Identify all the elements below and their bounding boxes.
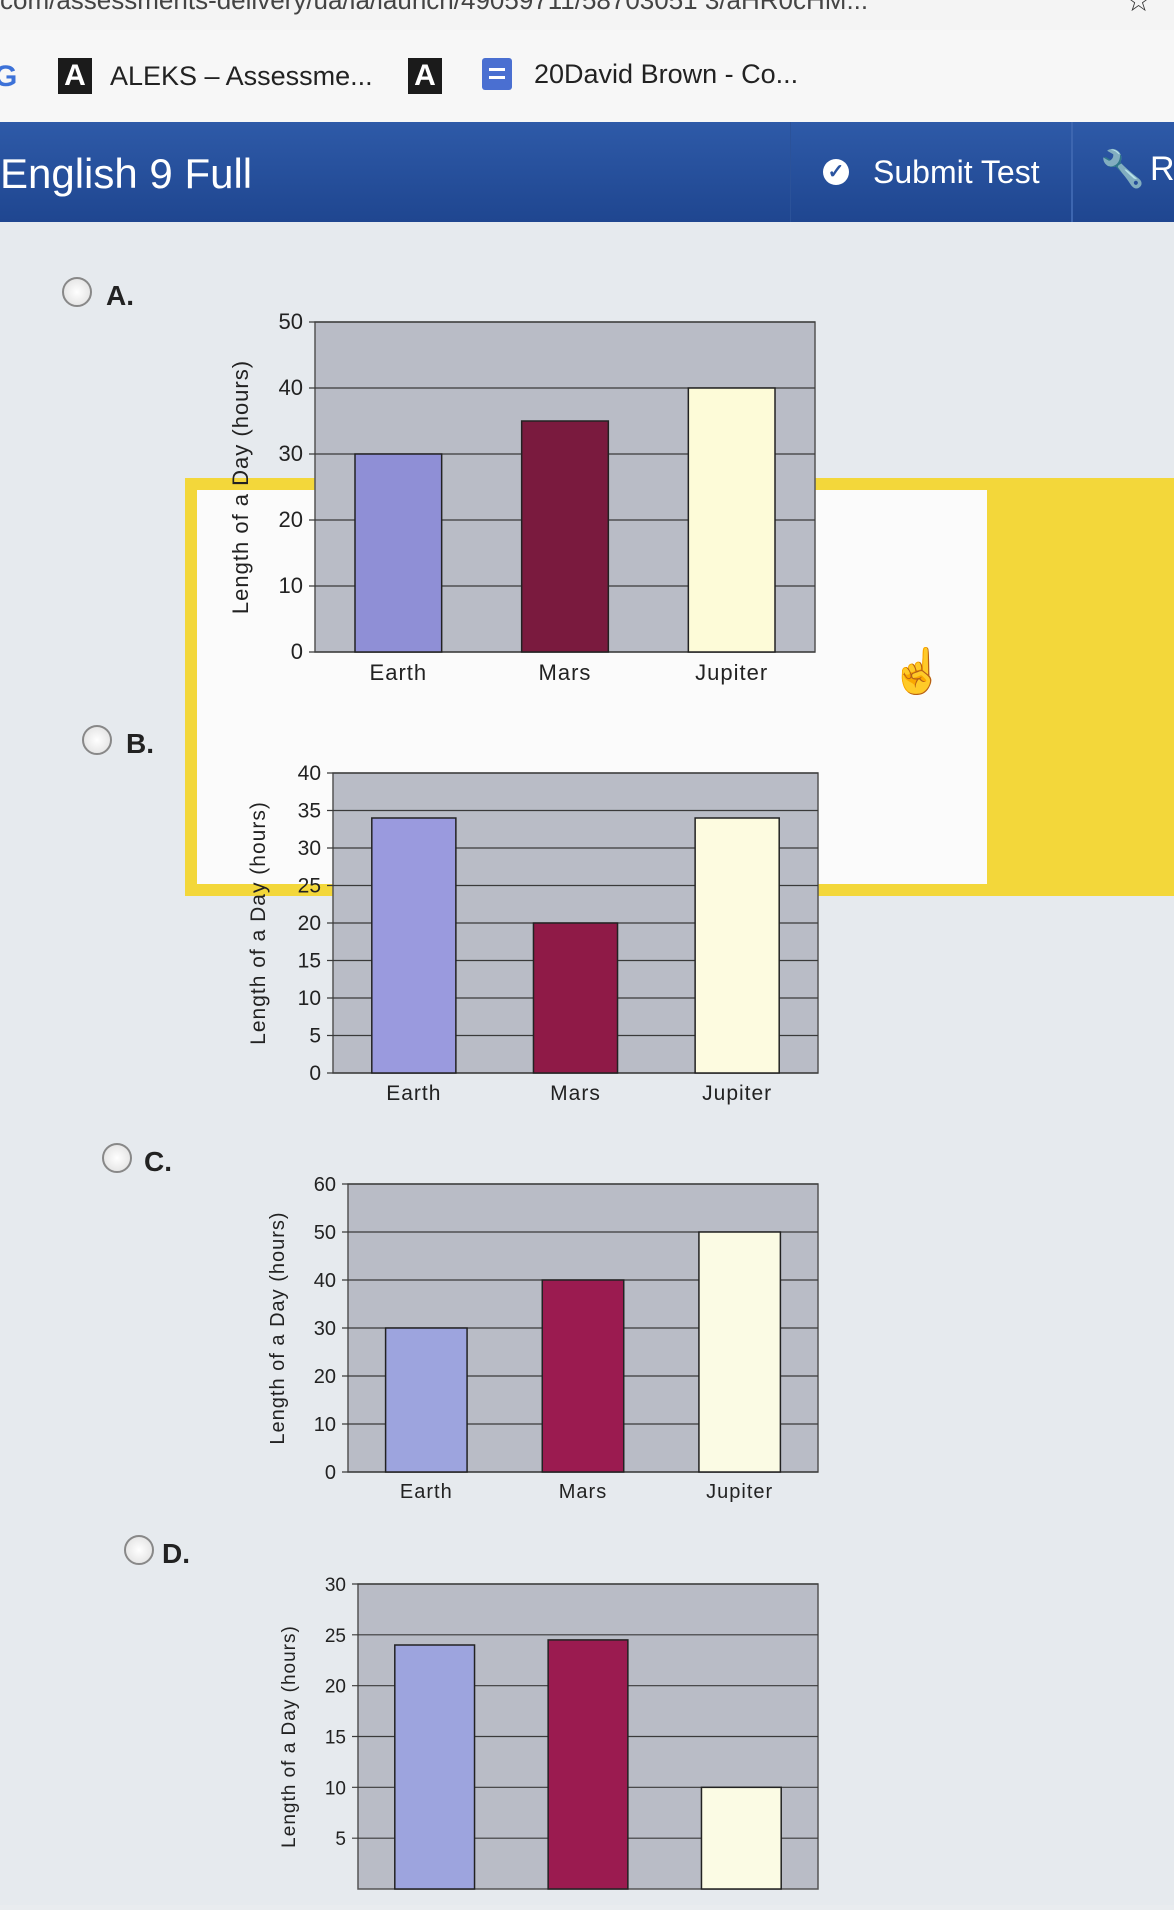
y-tick-label: 20 [325,1677,346,1698]
bar-mars [532,922,619,1074]
wrench-icon[interactable]: 🔧 [1100,148,1145,189]
submit-test-label: Submit Test [873,153,1040,190]
google-icon[interactable]: G [0,60,18,93]
check-circle-icon: ✓ [823,159,849,185]
bar-mars [547,1639,629,1890]
y-tick-label: 5 [309,1025,321,1048]
bookmark-label: 20David Brown - Co... [534,58,799,89]
y-tick-label: 0 [309,1062,321,1085]
y-axis-label: Length of a Day (hours) [267,1211,289,1444]
option-b-label[interactable]: B. [126,728,154,759]
chart-option-b: 0 5 10 15 20 25 30 35 40 Earth Mars Jupiter Length o… [238,755,838,1130]
bar-earth [394,1644,476,1890]
option-a-radio[interactable] [62,277,92,307]
bar-earth [371,817,457,1074]
x-category-label: Earth [400,1481,453,1503]
y-tick-label: 15 [298,950,321,973]
google-docs-icon [482,58,512,90]
y-tick-label: 20 [279,507,303,532]
submit-test-button[interactable]: ✓ Submit Test [790,122,1073,222]
y-tick-label: 10 [325,1778,346,1799]
bookmark-google-doc[interactable]: 20David Brown - Co... [482,58,798,90]
option-c-radio[interactable] [102,1143,132,1173]
y-tick-label: 40 [314,1270,336,1292]
y-tick-label: 25 [325,1626,346,1647]
aleks-logo-icon: A [58,58,92,94]
bar-jupiter [698,1231,782,1473]
bar-mars [541,1279,625,1473]
y-tick-label: 30 [325,1575,346,1596]
y-tick-label: 5 [335,1829,346,1850]
bar-mars [520,420,610,653]
bar-jupiter [694,817,780,1074]
x-category-label: Mars [550,1082,601,1105]
y-tick-label: 25 [298,875,321,898]
y-axis-label: Length of a Day (hours) [279,1625,300,1848]
y-tick-label: 50 [279,309,303,334]
option-b-radio[interactable] [82,725,112,755]
y-tick-label: 0 [325,1462,336,1484]
chart-option-a: 0 10 20 30 40 50 Earth Mars Jupiter Length of a D… [220,300,840,705]
bar-earth [384,1327,468,1473]
y-tick-label: 40 [279,375,303,400]
y-tick-label: 20 [298,912,321,935]
chart-option-d-svg: 5 10 15 20 25 30 Length of a Day (hours) [279,1575,819,1890]
y-tick-label: 10 [314,1414,336,1436]
y-tick-label: 30 [279,441,303,466]
bookmark-label: ALEKS – Assessme... [110,60,373,91]
chart-option-d: 5 10 15 20 25 30 Length of a Day (hours) [270,1570,830,1910]
x-category-label: Mars [559,1481,607,1503]
x-category-label: Mars [539,660,592,685]
course-title: English 9 Full [0,150,253,197]
y-tick-label: 10 [279,573,303,598]
option-c-label[interactable]: C. [144,1146,172,1177]
y-tick-label: 30 [314,1318,336,1340]
y-tick-label: 40 [298,762,321,785]
bar-jupiter [687,387,776,653]
bar-earth [354,453,443,653]
bar-jupiter [700,1786,782,1890]
option-d-radio[interactable] [124,1535,154,1565]
bookmarks-bar: G A ALEKS – Assessme... A 20David Brown … [0,30,1174,123]
option-a-label[interactable]: A. [106,280,134,311]
y-tick-label: 20 [314,1366,336,1388]
chart-option-c-svg: 0 10 20 30 40 50 60 Earth Mars Jupiter Length of a… [267,1174,819,1503]
y-axis-label: Length of a Day (hours) [247,801,270,1045]
chart-option-c: 0 10 20 30 40 50 60 Earth Mars Jupiter Length of a… [258,1168,838,1513]
tools-label: R [1150,150,1174,188]
hand-pointer-icon: ☝ [890,647,945,696]
x-category-label: Earth [370,660,428,685]
y-tick-label: 0 [291,639,303,664]
option-d-label[interactable]: D. [162,1538,190,1569]
x-category-label: Earth [386,1082,441,1105]
y-tick-label: 10 [298,987,321,1010]
url-text: com/assessments-delivery/ua/la/launch/49… [0,0,869,15]
chart-option-b-svg: 0 5 10 15 20 25 30 35 40 Earth Mars Jupiter Length o… [247,762,819,1105]
x-category-label: Jupiter [706,1481,773,1503]
aleks-logo-icon: A [408,58,442,94]
y-tick-label: 60 [314,1174,336,1196]
x-category-label: Jupiter [695,660,768,685]
chart-option-a-svg: 0 10 20 30 40 50 Earth Mars Jupiter Length of a D… [228,309,816,685]
y-tick-label: 15 [325,1728,346,1749]
y-tick-label: 50 [314,1222,336,1244]
bookmark-aleks-assessment[interactable]: A ALEKS – Assessme... [58,58,373,94]
address-bar[interactable]: com/assessments-delivery/ua/la/launch/49… [0,0,1174,30]
y-axis-label: Length of a Day (hours) [228,360,253,614]
y-tick-label: 35 [298,800,321,823]
x-category-label: Jupiter [702,1082,772,1105]
app-header: English 9 Full ✓ Submit Test 🔧 R [0,122,1174,222]
bookmark-star-icon[interactable]: ☆ [1125,0,1152,18]
bookmark-aleks[interactable]: A [408,58,460,94]
y-tick-label: 30 [298,837,321,860]
